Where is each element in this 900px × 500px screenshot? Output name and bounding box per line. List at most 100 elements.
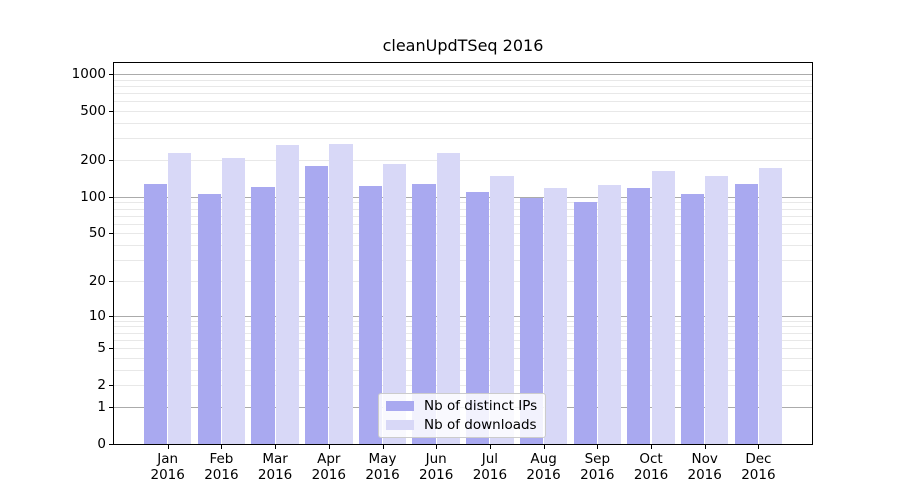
x-tick-mark-aug bbox=[543, 445, 545, 449]
y-gridline-minor bbox=[114, 260, 812, 261]
y-gridline-minor bbox=[114, 332, 812, 334]
legend-label-downloads: Nb of downloads bbox=[424, 417, 537, 433]
x-tick-month: Mar bbox=[262, 451, 288, 467]
y-gridline-minor bbox=[114, 85, 812, 87]
chart-title: cleanUpdTSeq 2016 bbox=[382, 36, 544, 55]
x-tick-mark-oct bbox=[651, 445, 652, 449]
y-gridline-minor bbox=[114, 223, 812, 225]
y-gridline-minor bbox=[114, 385, 812, 387]
y-gridline-minor bbox=[114, 122, 812, 124]
bar-nb-of-downloads-apr bbox=[329, 143, 353, 444]
y-tick-label-2: 2 bbox=[97, 377, 106, 394]
bar-nb-of-downloads-jul bbox=[490, 175, 514, 444]
y-gridline-minor bbox=[114, 357, 812, 359]
bar-nb-of-distinct-ips-may bbox=[358, 185, 382, 444]
x-tick-label-jan: Jan 2016 bbox=[126, 451, 210, 483]
bar-nb-of-downloads-mar bbox=[275, 144, 299, 444]
y-tick-mark bbox=[109, 385, 114, 387]
y-gridline-minor bbox=[114, 101, 812, 103]
bar-nb-of-distinct-ips-jun bbox=[412, 184, 436, 444]
x-tick-month: Nov bbox=[691, 451, 718, 467]
x-tick-mark-dec bbox=[758, 445, 760, 449]
y-gridline-minor bbox=[114, 215, 812, 217]
x-tick-year: 2016 bbox=[526, 466, 561, 483]
y-tick-label-50: 50 bbox=[88, 225, 106, 242]
x-tick-mark-sep bbox=[597, 445, 599, 449]
x-tick-mark-jan bbox=[167, 445, 169, 449]
legend-label-distinct-ips: Nb of distinct IPs bbox=[424, 398, 538, 414]
x-tick-year: 2016 bbox=[580, 466, 615, 483]
bar-nb-of-distinct-ips-feb bbox=[197, 193, 221, 444]
x-tick-month: Oct bbox=[639, 451, 663, 467]
x-tick-label-feb: Feb 2016 bbox=[179, 451, 263, 483]
y-gridline-minor bbox=[114, 245, 812, 247]
x-tick-month: Apr bbox=[317, 451, 341, 467]
x-tick-mark-jun bbox=[436, 445, 438, 449]
y-tick-mark bbox=[109, 233, 114, 235]
x-tick-year: 2016 bbox=[472, 466, 508, 483]
bar-nb-of-downloads-feb bbox=[221, 157, 246, 444]
y-tick-mark bbox=[109, 444, 114, 445]
x-tick-mark-may bbox=[382, 445, 384, 449]
x-tick-year: 2016 bbox=[741, 466, 776, 483]
bar-nb-of-downloads-oct bbox=[651, 170, 675, 444]
y-gridline-minor bbox=[114, 348, 812, 349]
y-gridline-minor bbox=[114, 326, 812, 328]
x-tick-month: May bbox=[368, 451, 397, 467]
x-tick-month: Jun bbox=[425, 451, 447, 467]
y-tick-label-20: 20 bbox=[88, 272, 106, 289]
bar-nb-of-downloads-aug bbox=[544, 188, 568, 444]
x-tick-label-apr: Apr 2016 bbox=[287, 451, 371, 483]
x-tick-mark-mar bbox=[275, 445, 277, 449]
y-tick-label-1: 1 bbox=[97, 398, 106, 415]
y-gridline-minor bbox=[114, 233, 812, 235]
y-tick-mark bbox=[109, 196, 114, 198]
x-tick-month: Feb bbox=[209, 451, 234, 467]
x-tick-year: 2016 bbox=[204, 466, 239, 483]
y-gridline-minor bbox=[114, 208, 812, 210]
y-tick-mark bbox=[109, 348, 114, 349]
bar-nb-of-downloads-may bbox=[383, 164, 407, 444]
bar-nb-of-distinct-ips-dec bbox=[734, 183, 758, 444]
bar-nb-of-distinct-ips-jan bbox=[143, 184, 168, 444]
bar-nb-of-distinct-ips-apr bbox=[305, 165, 329, 444]
x-tick-year: 2016 bbox=[687, 466, 722, 483]
legend-swatch-distinct-ips bbox=[386, 401, 414, 411]
bar-nb-of-distinct-ips-oct bbox=[627, 188, 651, 444]
x-tick-month: Aug bbox=[530, 451, 557, 467]
y-tick-label-200: 200 bbox=[80, 151, 106, 168]
x-tick-mark-nov bbox=[704, 445, 706, 449]
legend-swatch-downloads bbox=[386, 420, 414, 430]
y-gridline-major bbox=[114, 196, 812, 198]
y-gridline-minor bbox=[114, 369, 812, 371]
y-tick-mark bbox=[109, 111, 114, 112]
x-tick-month: Dec bbox=[745, 451, 772, 467]
x-tick-label-mar: Mar 2016 bbox=[233, 451, 317, 483]
legend: Nb of distinct IPs Nb of downloads bbox=[378, 393, 546, 438]
x-tick-label-nov: Nov 2016 bbox=[663, 451, 747, 483]
y-gridline-minor bbox=[114, 93, 812, 94]
legend-item-downloads: Nb of downloads bbox=[386, 417, 545, 433]
y-tick-mark bbox=[109, 159, 114, 161]
y-gridline-minor bbox=[114, 320, 812, 322]
plot-area: Nb of distinct IPs Nb of downloads bbox=[113, 62, 813, 445]
x-tick-label-dec: Dec 2016 bbox=[716, 451, 800, 483]
x-tick-mark-jul bbox=[489, 445, 491, 449]
y-gridline-major bbox=[114, 315, 812, 317]
y-tick-label-5: 5 bbox=[97, 340, 106, 356]
y-tick-label-10: 10 bbox=[88, 307, 106, 324]
y-tick-label-1000: 1000 bbox=[71, 65, 106, 82]
x-tick-label-jun: Jun 2016 bbox=[394, 451, 478, 483]
x-tick-year: 2016 bbox=[150, 466, 185, 483]
bar-nb-of-distinct-ips-sep bbox=[573, 201, 597, 444]
x-tick-year: 2016 bbox=[311, 466, 346, 483]
legend-item-distinct-ips: Nb of distinct IPs bbox=[386, 398, 545, 414]
x-tick-year: 2016 bbox=[257, 466, 293, 483]
x-tick-label-sep: Sep 2016 bbox=[555, 451, 639, 483]
y-tick-mark bbox=[109, 406, 114, 408]
x-tick-label-may: May 2016 bbox=[341, 451, 425, 483]
bar-nb-of-downloads-jan bbox=[168, 153, 192, 444]
bar-nb-of-distinct-ips-aug bbox=[519, 197, 544, 444]
x-tick-year: 2016 bbox=[633, 466, 669, 483]
